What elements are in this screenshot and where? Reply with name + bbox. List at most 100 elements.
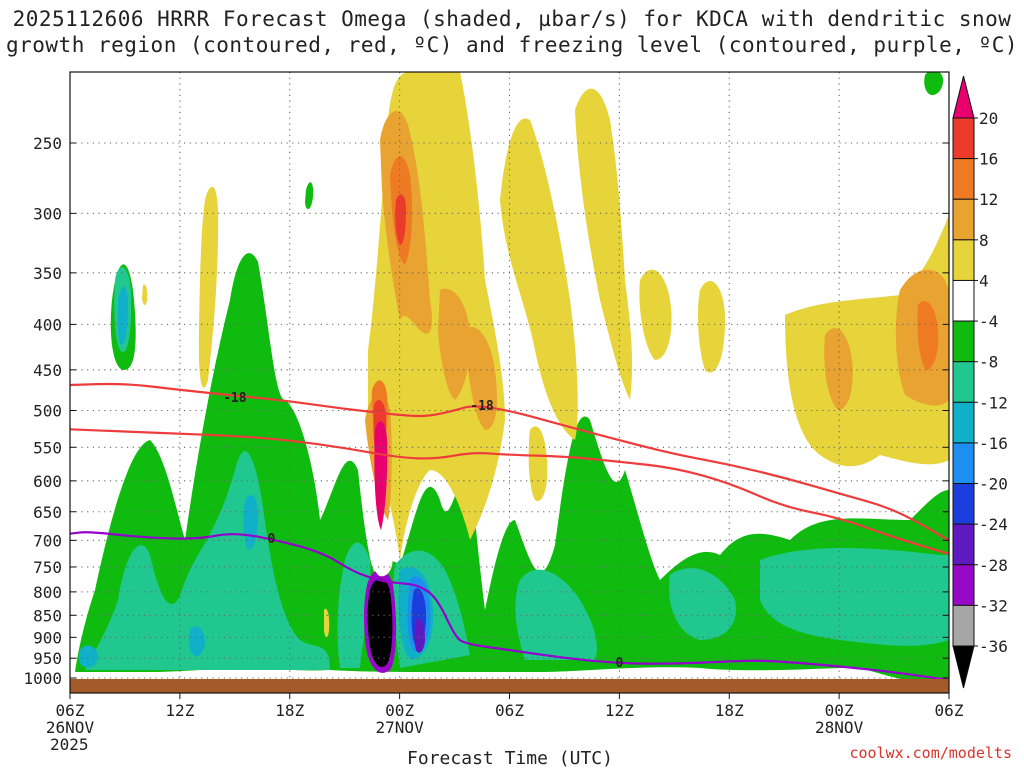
colorbar-label: 12 bbox=[979, 190, 998, 209]
contour-label: 0 bbox=[268, 532, 276, 547]
shade-lightblue-region bbox=[188, 626, 205, 657]
x-axis-label: Forecast Time (UTC) bbox=[407, 748, 613, 768]
shade-pink-core bbox=[374, 421, 388, 530]
x-tick-label: 06Z bbox=[935, 701, 964, 720]
shade-yellow-region bbox=[639, 269, 672, 360]
y-tick-label: 850 bbox=[33, 606, 62, 625]
shade-lightblue-region bbox=[117, 286, 128, 345]
x-tick-label: 26NOV bbox=[46, 718, 95, 737]
axis-frame bbox=[69, 71, 950, 699]
colorbar-swatch bbox=[952, 604, 975, 647]
colorbar-swatch bbox=[952, 279, 975, 322]
colorbar-swatch bbox=[952, 442, 975, 485]
y-tick-label: 350 bbox=[33, 264, 62, 283]
colorbar-swatch bbox=[952, 523, 975, 566]
colorbar-swatch bbox=[952, 645, 975, 689]
colorbar-swatch bbox=[952, 75, 975, 119]
shade-lightblue-region bbox=[78, 645, 98, 668]
shade-yellow-region bbox=[575, 88, 633, 401]
y-tick-label: 250 bbox=[33, 134, 62, 153]
y-tick-label: 1000 bbox=[23, 669, 62, 688]
colorbar-label: -36 bbox=[979, 637, 1008, 656]
x-tick-label: 18Z bbox=[275, 701, 304, 720]
colorbar-swatch bbox=[952, 320, 975, 363]
shade-teal-region bbox=[515, 569, 597, 660]
colorbar-label: -24 bbox=[979, 515, 1008, 534]
plot-area: -18 -18 0 0 bbox=[70, 72, 949, 693]
shade-yellow-region bbox=[198, 186, 219, 388]
y-tick-labels: 250 300 350 400 450 500 550 600 650 700 750 800 850 9… bbox=[23, 134, 62, 688]
shade-yellow-region bbox=[697, 281, 725, 373]
y-tick-label: 400 bbox=[33, 315, 62, 334]
x-tick-label: 00Z bbox=[825, 701, 854, 720]
shade-white-gap bbox=[371, 539, 393, 577]
y-tick-label: 600 bbox=[33, 472, 62, 491]
contour-line bbox=[70, 531, 949, 682]
credit-link[interactable]: coolwx.com/modelts bbox=[849, 744, 1012, 762]
x-tick-label: 27NOV bbox=[376, 718, 425, 737]
shade-purple-region bbox=[414, 618, 425, 653]
y-tick-label: 800 bbox=[33, 583, 62, 602]
shade-teal-region bbox=[85, 451, 330, 670]
chart-title-line2: growth region (contoured, red, ºC) and f… bbox=[6, 33, 1018, 57]
shade-teal-region bbox=[760, 548, 949, 646]
colorbar-label: 4 bbox=[979, 271, 989, 290]
shade-green-region bbox=[924, 72, 944, 96]
contour-line bbox=[70, 428, 949, 555]
contour-label: -18 bbox=[470, 399, 494, 414]
y-tick-label: 450 bbox=[33, 361, 62, 380]
y-tick-label: 700 bbox=[33, 531, 62, 550]
contour-line bbox=[70, 382, 949, 542]
x-tick-label: 00Z bbox=[385, 701, 414, 720]
colorbar-swatch bbox=[952, 401, 975, 444]
colorbar-swatch bbox=[952, 239, 975, 281]
shade-yellow-region bbox=[500, 118, 578, 440]
shade-gold-region bbox=[824, 328, 853, 410]
x-tick-label: 12Z bbox=[165, 701, 194, 720]
shade-orange-region bbox=[917, 301, 939, 370]
shade-black-core bbox=[367, 578, 393, 667]
shade-yellow-region bbox=[324, 608, 330, 638]
shade-gold-region bbox=[465, 326, 497, 430]
colorbar-label: -16 bbox=[979, 434, 1008, 453]
shade-yellow-region bbox=[785, 215, 949, 467]
colorbar-label: 8 bbox=[979, 231, 989, 250]
shade-yellow-region bbox=[142, 284, 148, 306]
colorbar-label: 20 bbox=[979, 109, 998, 128]
y-tick-label: 900 bbox=[33, 628, 62, 647]
shade-red-region bbox=[395, 194, 406, 245]
omega-shading bbox=[75, 72, 949, 680]
ground-band bbox=[70, 679, 949, 693]
colorbar-swatch bbox=[952, 564, 975, 606]
y-tick-label: 500 bbox=[33, 402, 62, 421]
colorbar-swatch bbox=[952, 198, 975, 241]
colorbar-swatch bbox=[952, 483, 975, 525]
shade-teal-region bbox=[669, 568, 736, 640]
colorbar-label: -28 bbox=[979, 556, 1008, 575]
shade-green-region bbox=[75, 253, 949, 680]
colorbar-label: -12 bbox=[979, 393, 1008, 412]
x-tick-label: 28NOV bbox=[815, 718, 864, 737]
y-tick-label: 950 bbox=[33, 649, 62, 668]
colorbar-swatch bbox=[952, 158, 975, 200]
x-tick-label: 18Z bbox=[715, 701, 744, 720]
y-tick-label: 300 bbox=[33, 204, 62, 223]
contour-label: 0 bbox=[615, 656, 623, 671]
grid bbox=[70, 72, 949, 693]
y-tick-label: 550 bbox=[33, 438, 62, 457]
shade-gold-region bbox=[438, 288, 471, 400]
colorbar-label: -20 bbox=[979, 475, 1008, 494]
contour-label: -18 bbox=[223, 391, 247, 406]
x-tick-label: 06Z bbox=[495, 701, 524, 720]
chart-title-line1: 2025112606 HRRR Forecast Omega (shaded, … bbox=[13, 7, 1012, 31]
colorbar-swatch bbox=[952, 117, 975, 160]
colorbar-swatch bbox=[952, 361, 975, 403]
shade-green-region bbox=[305, 182, 314, 210]
shade-yellow-region bbox=[528, 426, 548, 501]
contour-lines: -18 -18 0 0 bbox=[70, 382, 949, 682]
x-tick-label: 12Z bbox=[605, 701, 634, 720]
y-tick-label: 750 bbox=[33, 558, 62, 577]
colorbar: 20 16 12 8 4 -4 -8 -12 -16 -20 -24 -28 -32 -36 bbox=[952, 75, 1008, 689]
